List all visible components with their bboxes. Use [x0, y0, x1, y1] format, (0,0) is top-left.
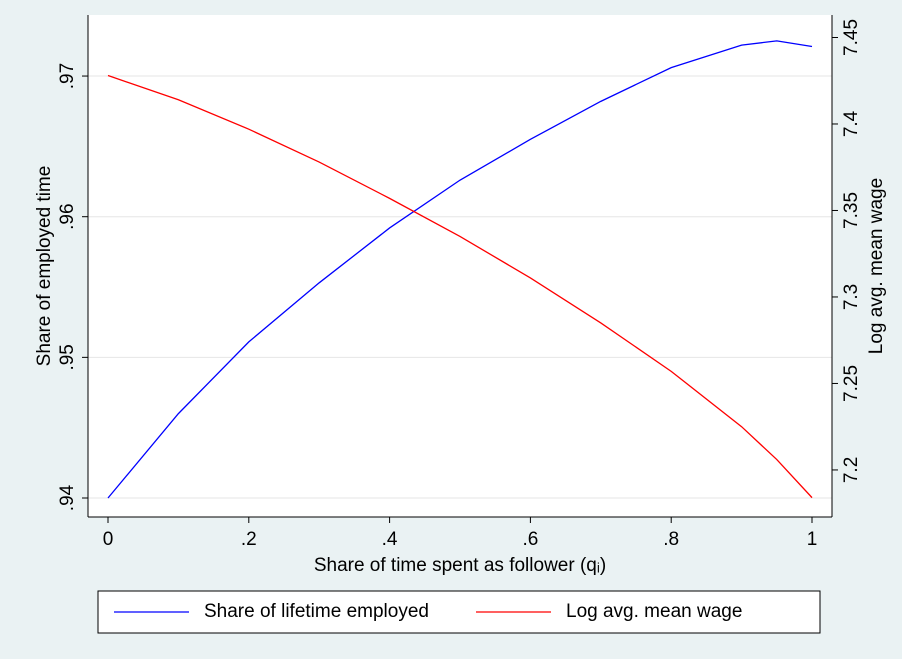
y2-tick-label: 7.4 — [841, 110, 862, 137]
y-tick-label: .94 — [57, 484, 78, 511]
legend-box — [97, 590, 821, 634]
x-tick-label: .6 — [522, 529, 538, 550]
x-tick-label: .8 — [663, 529, 679, 550]
x-tick-label: .2 — [241, 529, 257, 550]
y2-tick-label: 7.35 — [841, 192, 862, 229]
y-axis-title: Share of employed time — [34, 166, 55, 367]
x-axis-title: Share of time spent as follower (qᵢ) — [314, 555, 606, 576]
y-tick-label: .95 — [57, 344, 78, 370]
data-line — [107, 74, 813, 499]
plot-area — [88, 15, 832, 517]
y2-axis-title: Log avg. mean wage — [866, 178, 887, 354]
x-tick-label: 0 — [103, 529, 114, 550]
y2-tick-label: 7.25 — [841, 365, 862, 402]
data-line — [107, 40, 813, 499]
y-tick-label: .97 — [57, 63, 78, 89]
y2-tick-label: 7.45 — [841, 19, 862, 56]
y-tick-label: .96 — [57, 203, 78, 229]
x-tick-label: .4 — [382, 529, 398, 550]
x-tick-label: 1 — [807, 529, 818, 550]
y2-tick-label: 7.3 — [841, 284, 862, 310]
legend-label: Share of lifetime employed — [204, 601, 429, 622]
y2-tick-label: 7.2 — [841, 457, 862, 483]
legend-label: Log avg. mean wage — [566, 601, 742, 622]
